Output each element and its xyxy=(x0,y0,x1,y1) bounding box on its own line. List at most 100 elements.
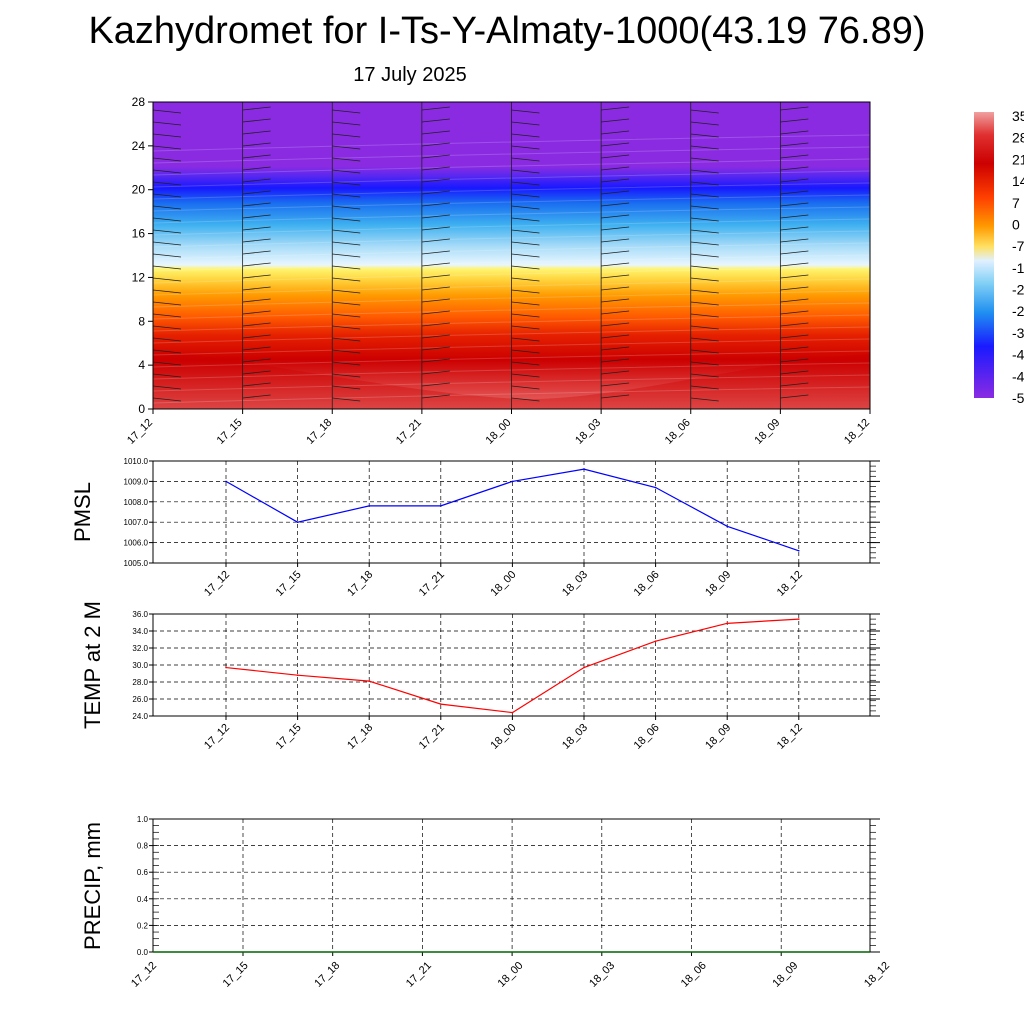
wind-barb xyxy=(869,398,870,399)
x-tick-label: 18_03 xyxy=(560,722,590,752)
wind-barb xyxy=(690,325,719,330)
y-tick-label: 4 xyxy=(138,358,145,372)
data-point xyxy=(296,674,299,676)
wind-barb xyxy=(780,298,809,303)
wind-barb xyxy=(153,385,182,390)
wind-barb xyxy=(153,265,182,270)
wind-barb xyxy=(332,361,361,366)
wind-barb xyxy=(511,277,540,282)
wind-barb xyxy=(869,386,870,387)
wind-barb xyxy=(780,250,809,255)
wind-barb xyxy=(780,310,809,315)
wind-barb xyxy=(332,169,361,174)
wind-barb xyxy=(601,118,630,123)
wind-barb xyxy=(690,181,719,186)
wind-barb xyxy=(869,374,870,375)
temp-panel: 24.0 26.0 28.0 30.0 32.0 34.0 36.0 17_12 17_15 17… xyxy=(80,601,880,752)
wind-barb xyxy=(153,181,182,186)
colorbar-label: -35 xyxy=(1012,325,1024,341)
wind-barb xyxy=(511,253,540,258)
wind-barb xyxy=(601,226,630,231)
y-tick-label: 1009.0 xyxy=(124,477,149,486)
wind-barb xyxy=(690,169,719,174)
x-tick-label: 18_00 xyxy=(488,569,518,599)
wind-barb xyxy=(421,226,450,231)
wind-barb xyxy=(421,178,450,183)
data-point xyxy=(511,480,514,483)
wind-barb xyxy=(421,214,450,219)
wind-barb xyxy=(332,109,361,114)
wind-barb xyxy=(869,170,870,171)
precip-panel: 0.0 0.2 0.4 0.6 0.8 1.0 17_12 17_15 17_18 17_21 18… xyxy=(80,815,892,990)
x-tick-label: 17_18 xyxy=(312,960,342,990)
x-tick-label: 18_09 xyxy=(752,417,782,447)
colorbar-label: 7 xyxy=(1012,195,1020,211)
wind-barb xyxy=(153,301,182,306)
data-point xyxy=(368,680,371,682)
wind-barb xyxy=(153,373,182,378)
wind-barb xyxy=(153,253,182,258)
wind-barb xyxy=(601,106,630,111)
wind-barb xyxy=(421,190,450,195)
wind-barb xyxy=(690,277,719,282)
wind-barb xyxy=(332,193,361,198)
wind-barb xyxy=(511,241,540,246)
wind-barb xyxy=(780,214,809,219)
x-tick-label: 18_09 xyxy=(703,722,733,752)
wind-barb xyxy=(332,397,361,402)
chart-subtitle: 17 July 2025 xyxy=(353,64,467,86)
wind-barb xyxy=(242,118,271,123)
wind-barb xyxy=(869,254,870,255)
wind-barb xyxy=(153,313,182,318)
wind-barb xyxy=(421,142,450,147)
wind-barb xyxy=(690,289,719,294)
wind-barb xyxy=(780,274,809,279)
x-tick-label: 17_18 xyxy=(345,569,375,599)
data-point xyxy=(440,703,442,705)
x-tick-label: 18_00 xyxy=(488,722,518,752)
wind-barb xyxy=(153,349,182,354)
y-tick-label: 36.0 xyxy=(132,610,148,619)
wind-barb xyxy=(421,250,450,255)
wind-barb xyxy=(869,242,870,243)
wind-barb xyxy=(869,326,870,327)
data-point xyxy=(583,468,585,470)
x-tick-label: 17_18 xyxy=(345,722,375,752)
wind-barb xyxy=(242,166,271,171)
wind-barb xyxy=(332,277,361,282)
y-tick-label: 1006.0 xyxy=(124,539,149,548)
wind-barb xyxy=(421,274,450,279)
x-tick-label: 17_15 xyxy=(221,960,251,990)
wind-barb xyxy=(780,130,809,135)
wind-barb xyxy=(690,253,719,258)
wind-barb xyxy=(242,262,271,267)
y-axis-label: TEMP at 2 M xyxy=(80,601,105,729)
wind-barb xyxy=(780,226,809,231)
wind-barb xyxy=(780,106,809,111)
wind-barb xyxy=(601,214,630,219)
wind-barb xyxy=(780,154,809,159)
wind-barb xyxy=(153,217,182,222)
y-tick-label: 1007.0 xyxy=(124,518,149,527)
wind-barb xyxy=(780,346,809,351)
wind-barb xyxy=(780,334,809,339)
wind-barb xyxy=(601,370,630,375)
x-tick-label: 18_06 xyxy=(632,569,662,599)
wind-barb xyxy=(153,145,182,150)
wind-barb xyxy=(511,121,540,126)
x-tick-label: 18_06 xyxy=(679,960,709,990)
data-point xyxy=(726,525,728,528)
wind-barb xyxy=(153,121,182,126)
wind-barb xyxy=(242,310,271,315)
y-axis-label: PRECIP, mm xyxy=(80,822,105,950)
y-tick-label: 1010.0 xyxy=(124,457,149,466)
wind-barb xyxy=(242,190,271,195)
wind-barb xyxy=(421,370,450,375)
x-tick-label: 18_09 xyxy=(770,960,800,990)
wind-barb xyxy=(690,373,719,378)
wind-barb xyxy=(153,325,182,330)
y-tick-label: 32.0 xyxy=(132,644,148,653)
wind-barb xyxy=(242,106,271,111)
wind-barb xyxy=(511,265,540,270)
wind-barb xyxy=(690,301,719,306)
